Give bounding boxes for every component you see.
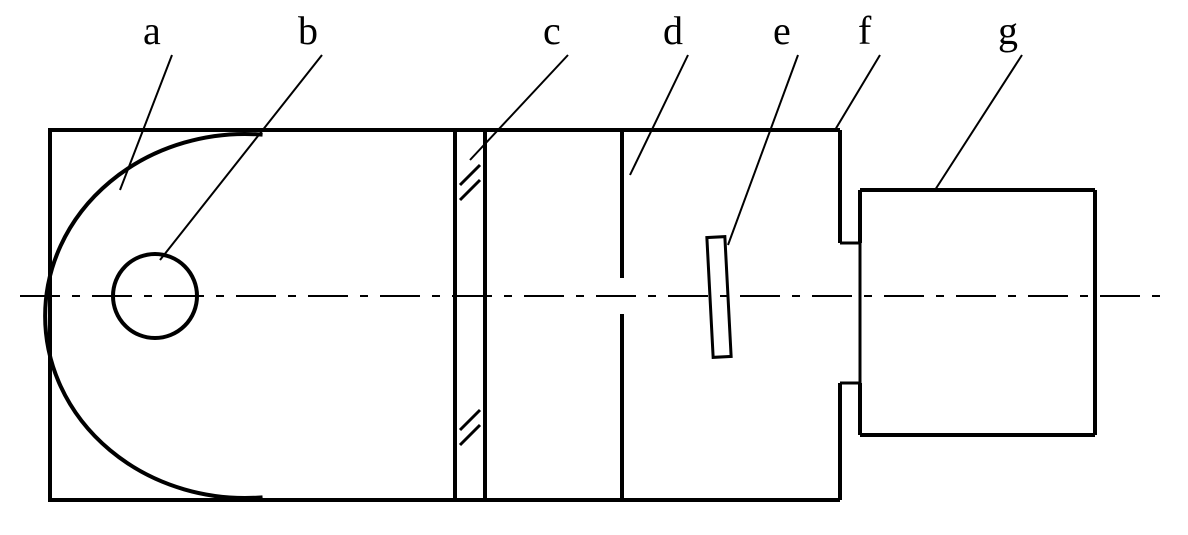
leader-g [935,55,1022,190]
leader-f [835,55,880,130]
reflector-arc [45,134,262,498]
leader-b [160,55,322,260]
left-housing [50,130,455,500]
label-a: a [143,7,161,54]
leader-d [630,55,688,175]
label-f: f [858,7,871,54]
leader-e [728,55,798,245]
label-d: d [663,7,683,54]
label-b: b [298,7,318,54]
label-c: c [543,7,561,54]
label-g: g [998,7,1018,54]
label-e: e [773,7,791,54]
